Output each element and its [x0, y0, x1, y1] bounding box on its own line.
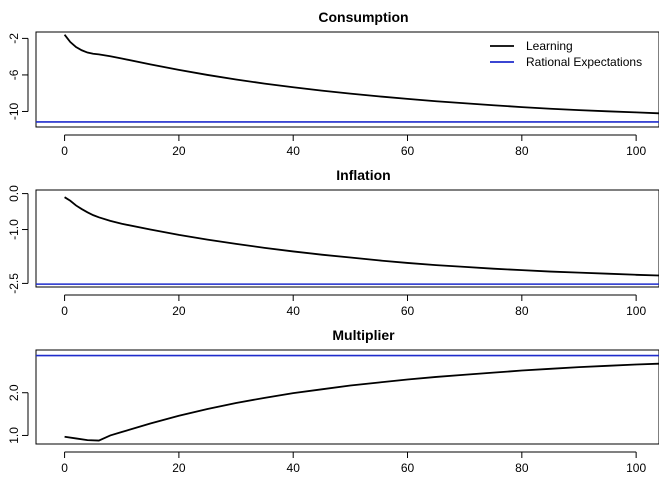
x-tick-label: 0 [61, 144, 68, 158]
panel-title: Inflation [336, 167, 390, 183]
series-line-learning [64, 362, 659, 442]
y-tick-label: -10 [7, 102, 21, 120]
x-tick-label: 100 [626, 144, 646, 158]
y-tick-label: -2.5 [7, 273, 21, 294]
x-tick-label: 40 [287, 144, 301, 158]
legend-label: Rational Expectations [526, 55, 642, 69]
x-tick-label: 20 [172, 304, 186, 318]
panel-title: Multiplier [332, 327, 395, 343]
x-tick-label: 0 [61, 461, 68, 475]
x-tick-label: 80 [515, 144, 529, 158]
legend: Learning Rational Expectations [490, 39, 642, 69]
y-tick-label: -2 [7, 33, 21, 44]
x-tick-label: 20 [172, 461, 186, 475]
y-tick-label: -6 [7, 69, 21, 80]
panel-inflation: Inflation 0 20 40 60 80 100 0.0 -1.0 -2.5 [7, 167, 659, 318]
y-tick-label: 0.0 [7, 185, 21, 202]
plot-frame [35, 349, 659, 445]
panel-consumption: Consumption 0 20 40 60 80 100 -2 -6 -10 Learning Ra… [7, 9, 659, 158]
plot-frame [35, 189, 659, 288]
x-tick-label: 100 [626, 304, 646, 318]
y-tick-label: -1.0 [7, 219, 21, 240]
panel-title: Consumption [318, 9, 408, 25]
y-tick-label: 2.0 [7, 384, 21, 401]
x-tick-label: 40 [287, 461, 301, 475]
series-line-learning [64, 196, 659, 277]
x-tick-label: 80 [515, 304, 529, 318]
x-tick-label: 20 [172, 144, 186, 158]
panel-multiplier: Multiplier 0 20 40 60 80 100 1.0 2.0 [7, 327, 659, 475]
x-tick-label: 60 [401, 461, 415, 475]
x-tick-label: 60 [401, 304, 415, 318]
x-tick-label: 0 [61, 304, 68, 318]
x-tick-label: 100 [626, 461, 646, 475]
plot-frame [35, 31, 659, 128]
legend-label: Learning [526, 39, 573, 53]
x-tick-label: 60 [401, 144, 415, 158]
y-tick-label: 1.0 [7, 427, 21, 444]
x-tick-label: 40 [287, 304, 301, 318]
series-line-learning [63, 34, 659, 115]
x-tick-label: 80 [515, 461, 529, 475]
